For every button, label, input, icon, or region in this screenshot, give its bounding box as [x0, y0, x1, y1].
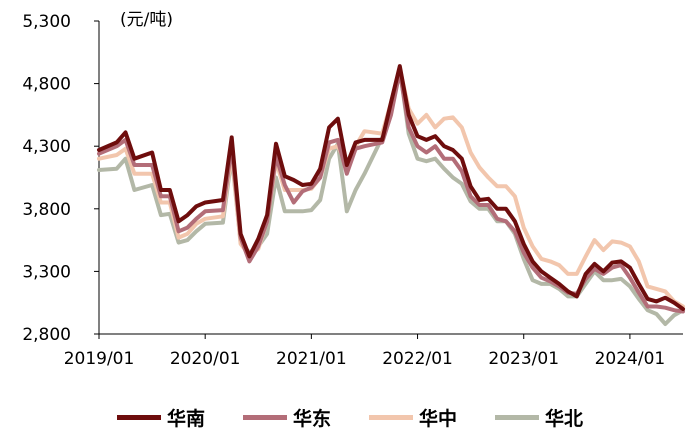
legend-label-central: 华中	[419, 407, 458, 430]
series-line-1	[97, 69, 685, 314]
price-line-chart: (元/吨) 2,800 3,300 3,800 4,300 4,800 5,300 201…	[22, 10, 685, 369]
legend-item-south: 华南	[116, 404, 205, 431]
x-tick-label: 2020/01	[170, 349, 241, 369]
legend-item-central: 华中	[369, 404, 457, 431]
y-tick-label: 2,800	[22, 325, 71, 345]
y-tick-label: 5,300	[22, 12, 71, 32]
y-tick-label: 3,800	[22, 200, 71, 220]
legend-label-south: 华南	[166, 407, 205, 430]
y-tick-label: 3,300	[22, 262, 71, 282]
unit-label: (元/吨)	[120, 10, 173, 30]
legend-swatch-central	[369, 414, 413, 420]
legend-item-north: 华北	[495, 404, 583, 431]
legend-item-east: 华东	[242, 404, 331, 431]
legend-swatch-north	[495, 414, 540, 420]
series-line-3	[97, 66, 685, 326]
y-axis: 2,800 3,300 3,800 4,300 4,800 5,300	[22, 12, 100, 345]
legend-label-north: 华北	[545, 407, 584, 430]
y-tick-label: 4,800	[22, 75, 71, 95]
x-tick-label: 2024/01	[595, 349, 666, 369]
x-axis: 2019/01 2020/01 2021/01 2022/01 2023/01 2024/…	[64, 333, 683, 369]
x-tick-label: 2022/01	[382, 349, 453, 369]
legend: 华南 华东 华中 华北	[0, 399, 700, 435]
x-tick-label: 2021/01	[276, 349, 347, 369]
y-tick-label: 4,300	[22, 137, 71, 157]
legend-swatch-south	[116, 414, 161, 420]
series-lines	[97, 64, 685, 326]
legend-swatch-east	[242, 414, 287, 420]
legend-label-east: 华东	[292, 407, 331, 430]
x-tick-label: 2019/01	[64, 349, 135, 369]
x-tick-label: 2023/01	[488, 349, 559, 369]
series-line-0	[97, 64, 685, 311]
